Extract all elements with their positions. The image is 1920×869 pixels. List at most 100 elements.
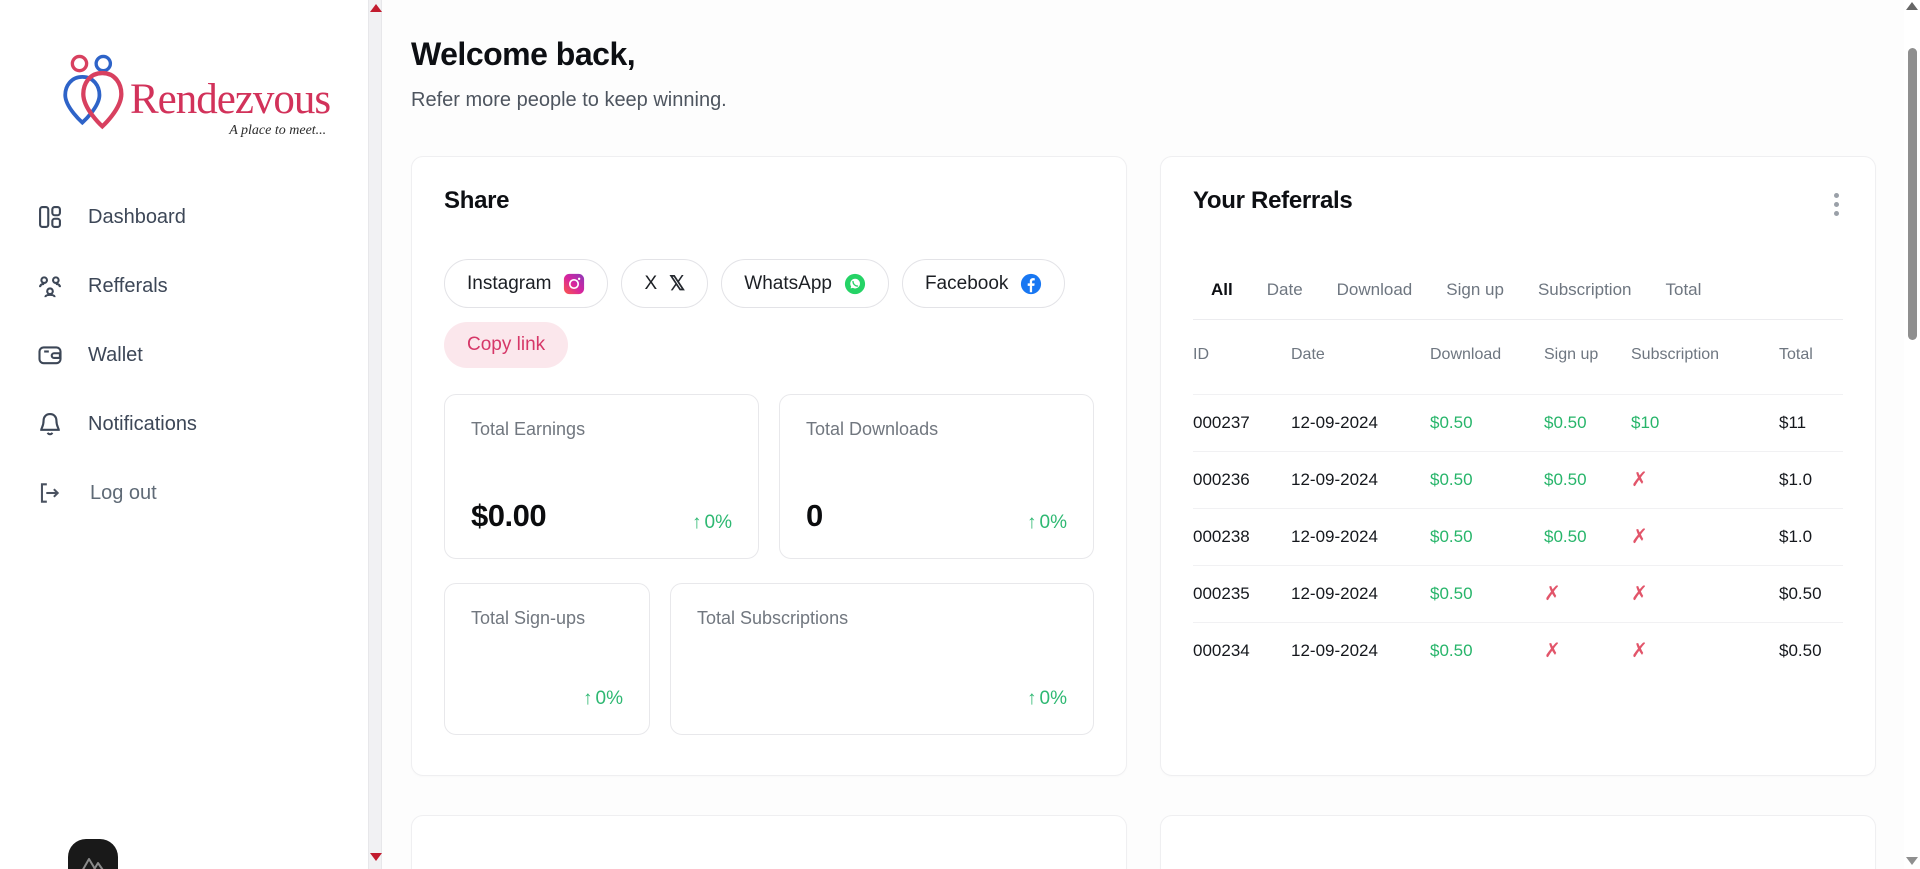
copy-link-button[interactable]: Copy link bbox=[444, 322, 569, 368]
kebab-menu-icon[interactable] bbox=[1830, 187, 1843, 222]
dev-widget-badge[interactable] bbox=[68, 839, 118, 869]
table-cell-total: $1.0 bbox=[1779, 470, 1813, 489]
x-icon: 𝕏 bbox=[669, 273, 686, 295]
facebook-icon bbox=[1021, 273, 1042, 294]
next-section-card-left bbox=[411, 815, 1127, 869]
scrollbar-up-arrow-icon[interactable] bbox=[1906, 2, 1918, 10]
whatsapp-icon bbox=[844, 273, 866, 294]
table-cell-date: 12-09-2024 bbox=[1291, 470, 1378, 489]
table-cell-subscription: $10 bbox=[1631, 413, 1660, 432]
share-button-label: WhatsApp bbox=[744, 272, 832, 294]
sidebar-scrollbar[interactable] bbox=[368, 0, 382, 869]
users-icon bbox=[39, 276, 61, 298]
page-subtitle: Refer more people to keep winning. bbox=[411, 89, 727, 111]
table-cell-id: 000238 bbox=[1193, 527, 1250, 546]
scroll-up-arrow-icon[interactable] bbox=[370, 4, 382, 12]
table-cell-date: 12-09-2024 bbox=[1291, 527, 1378, 546]
table-cell-date: 12-09-2024 bbox=[1291, 641, 1378, 660]
tab-subscription[interactable]: Subscription bbox=[1537, 280, 1632, 299]
referrals-card: Your Referrals All Date Download Sign up… bbox=[1160, 156, 1876, 776]
table-cell-download: $0.50 bbox=[1430, 527, 1473, 546]
share-button-label: Instagram bbox=[467, 272, 552, 294]
sidebar-item-label: Refferals bbox=[88, 274, 168, 297]
table-cell-total: $0.50 bbox=[1779, 584, 1822, 603]
table-cell-id: 000237 bbox=[1193, 413, 1250, 432]
trend-up-icon: ↑ bbox=[692, 512, 702, 533]
share-x-button[interactable]: X 𝕏 bbox=[621, 259, 709, 308]
stat-value: $0.00 bbox=[471, 498, 547, 533]
table-cell-signup: $0.50 bbox=[1544, 413, 1587, 432]
sidebar-item-dashboard[interactable]: Dashboard bbox=[36, 196, 336, 238]
sidebar-item-refferals[interactable]: Refferals bbox=[36, 265, 336, 307]
table-cell-download: $0.50 bbox=[1430, 413, 1473, 432]
table-row: 000238 12-09-2024 $0.50 $0.50 ✗ $1.0 bbox=[1193, 508, 1843, 565]
column-header-id: ID bbox=[1193, 346, 1209, 363]
share-title: Share bbox=[444, 187, 510, 214]
sidebar-item-label: Log out bbox=[90, 481, 157, 504]
tab-date[interactable]: Date bbox=[1266, 280, 1303, 299]
stat-change: 0% bbox=[1039, 688, 1067, 709]
red-x-icon: ✗ bbox=[1631, 583, 1648, 605]
table-cell-signup: $0.50 bbox=[1544, 527, 1587, 546]
red-x-icon: ✗ bbox=[1631, 469, 1648, 491]
share-button-label: X bbox=[644, 272, 658, 294]
share-stats: Total Earnings $0.00 ↑ 0% Total Downloads… bbox=[444, 394, 1094, 735]
tab-all[interactable]: All bbox=[1211, 280, 1233, 299]
table-cell-total: $0.50 bbox=[1779, 641, 1822, 660]
share-instagram-button[interactable]: Instagram bbox=[444, 259, 609, 308]
table-cell-download: $0.50 bbox=[1430, 584, 1473, 603]
next-section-card-right bbox=[1160, 815, 1876, 869]
table-cell-date: 12-09-2024 bbox=[1291, 413, 1378, 432]
stat-change: 0% bbox=[595, 688, 623, 709]
table-row: 000235 12-09-2024 $0.50 ✗ ✗ $0.50 bbox=[1193, 565, 1843, 622]
share-facebook-button[interactable]: Facebook bbox=[901, 259, 1066, 308]
table-row: 000237 12-09-2024 $0.50 $0.50 $10 $11 bbox=[1193, 394, 1843, 451]
tab-total[interactable]: Total bbox=[1665, 280, 1702, 299]
stat-total-subscriptions: Total Subscriptions ↑ 0% bbox=[670, 583, 1094, 735]
column-header-total: Total bbox=[1779, 346, 1813, 363]
stat-label: Total Subscriptions bbox=[697, 608, 849, 628]
tab-signup[interactable]: Sign up bbox=[1446, 280, 1504, 299]
sidebar-item-notifications[interactable]: Notifications bbox=[36, 403, 336, 445]
table-cell-total: $11 bbox=[1779, 413, 1807, 432]
table-cell-id: 000236 bbox=[1193, 470, 1250, 489]
scroll-down-arrow-icon[interactable] bbox=[370, 853, 382, 861]
brand-logo[interactable]: Rendezvous A place to meet... bbox=[50, 50, 340, 150]
column-header-download: Download bbox=[1430, 346, 1502, 363]
table-header-row: ID Date Download Sign up Subscription To… bbox=[1193, 320, 1843, 394]
table-cell-id: 000235 bbox=[1193, 584, 1250, 603]
mountains-icon bbox=[82, 858, 104, 869]
table-cell-total: $1.0 bbox=[1779, 527, 1813, 546]
sidebar-item-label: Dashboard bbox=[88, 205, 186, 228]
stat-label: Total Sign-ups bbox=[471, 608, 586, 628]
wallet-icon bbox=[38, 346, 62, 365]
sidebar-menu: Dashboard Refferals Wallet bbox=[36, 196, 336, 541]
sidebar-item-logout[interactable]: Log out bbox=[36, 472, 336, 514]
table-cell-download: $0.50 bbox=[1430, 641, 1473, 660]
red-x-icon: ✗ bbox=[1544, 583, 1561, 605]
brand-name: Rendezvous bbox=[130, 76, 331, 123]
trend-up-icon: ↑ bbox=[583, 688, 593, 709]
sidebar-item-wallet[interactable]: Wallet bbox=[36, 334, 336, 376]
red-x-icon: ✗ bbox=[1544, 640, 1561, 662]
page-title: Welcome back, bbox=[411, 36, 636, 72]
tab-download[interactable]: Download bbox=[1336, 280, 1413, 299]
window-scrollbar[interactable] bbox=[1904, 0, 1920, 869]
share-whatsapp-button[interactable]: WhatsApp bbox=[721, 259, 889, 308]
stat-label: Total Earnings bbox=[471, 419, 586, 439]
stat-change: 0% bbox=[704, 512, 732, 533]
red-x-icon: ✗ bbox=[1631, 640, 1648, 662]
table-row: 000234 12-09-2024 $0.50 ✗ ✗ $0.50 bbox=[1193, 622, 1843, 679]
scrollbar-thumb[interactable] bbox=[1908, 48, 1917, 340]
stat-change: 0% bbox=[1039, 512, 1067, 533]
instagram-icon bbox=[564, 273, 585, 294]
stat-total-signups: Total Sign-ups ↑ 0% bbox=[444, 583, 650, 735]
trend-up-icon: ↑ bbox=[1027, 688, 1037, 709]
column-header-subscription: Subscription bbox=[1631, 346, 1720, 363]
stat-value: 0 bbox=[806, 498, 823, 533]
column-header-date: Date bbox=[1291, 346, 1325, 363]
referrals-tabs: All Date Download Sign up Subscription T… bbox=[1193, 280, 1843, 300]
scrollbar-down-arrow-icon[interactable] bbox=[1906, 857, 1918, 865]
table-body: 000237 12-09-2024 $0.50 $0.50 $10 $11 000236 12… bbox=[1193, 394, 1843, 679]
brand-tagline: A place to meet... bbox=[229, 123, 327, 138]
